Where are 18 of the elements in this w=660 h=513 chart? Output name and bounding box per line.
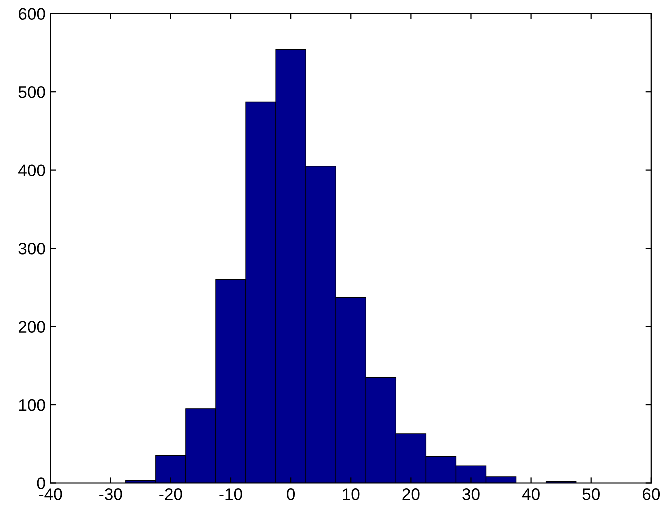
x-tick-label: 10 [343, 488, 360, 500]
x-tick-label: -40 [40, 488, 62, 500]
y-tick-label: 600 [19, 8, 46, 20]
x-tick-label: 0 [287, 488, 296, 500]
x-tick-label: 60 [643, 488, 660, 500]
y-tick-label: 400 [18, 164, 46, 177]
y-tick-label: 0 [37, 478, 46, 490]
y-tick-label: 500 [18, 86, 46, 98]
x-tick-label: -20 [160, 488, 182, 500]
y-tick-label: 100 [19, 399, 46, 412]
x-tick-label: 30 [462, 488, 480, 500]
x-tick-label: 50 [582, 488, 600, 500]
x-tick-label: -10 [220, 488, 242, 500]
x-tick-label: 20 [402, 488, 420, 500]
x-tick-label: -30 [100, 488, 122, 500]
y-tick-label: 300 [18, 242, 46, 255]
x-tick-label: 40 [522, 488, 540, 500]
y-tick-label: 200 [18, 321, 46, 333]
